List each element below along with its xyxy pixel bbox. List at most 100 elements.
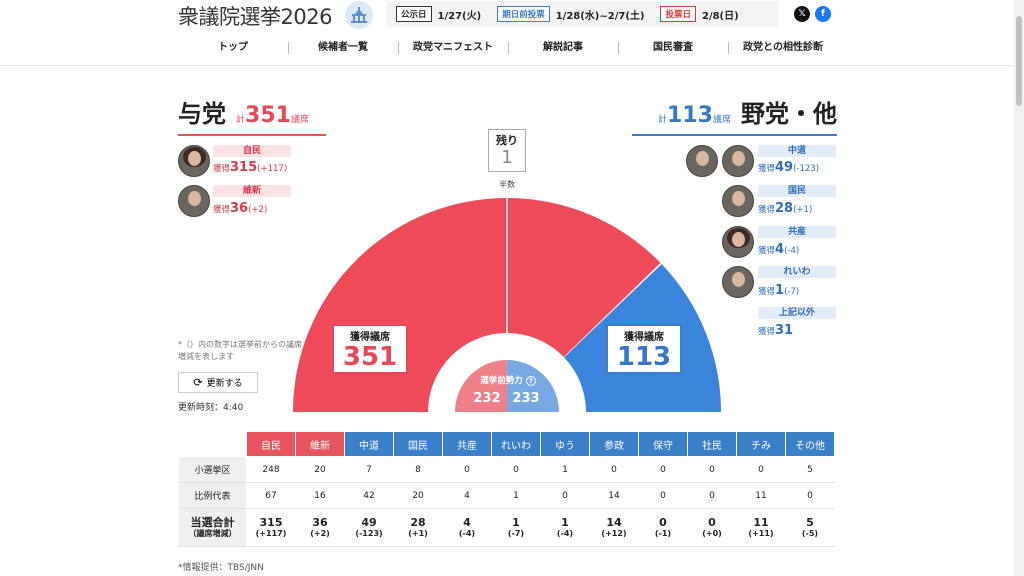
table-cell: 1 <box>491 482 541 509</box>
nav-compatibility[interactable]: 政党との相性診断 <box>728 37 838 59</box>
table-total-cell: 4 (-4) <box>442 508 492 547</box>
party-seats-chudo: 獲得49(-123) <box>758 160 820 175</box>
nav-candidates[interactable]: 候補者一覧 <box>288 37 398 59</box>
table-cell: 0 <box>638 482 688 509</box>
table-cell: 0 <box>736 456 786 483</box>
total-value: 14 <box>606 515 622 529</box>
table-cell: 16 <box>295 482 345 509</box>
scrollbar[interactable] <box>1014 0 1024 576</box>
table-cell: 4 <box>442 482 492 509</box>
nav-manifesto[interactable]: 政党マニフェスト <box>398 37 508 59</box>
nav-articles[interactable]: 解説記事 <box>508 37 618 59</box>
schedule-badge-vote: 投票日 <box>660 6 696 22</box>
help-icon[interactable]: ? <box>525 376 536 386</box>
table-col-header: 共産 <box>442 431 492 457</box>
party-name-kokumin: 国民 <box>758 185 836 197</box>
table-cell: 0 <box>687 456 737 483</box>
diet-building-icon <box>345 1 373 29</box>
table-row: 比例代表 67 16 42 20 4 1 0 14 0 0 11 0 <box>178 482 835 509</box>
table-total-cell: 0 (-1) <box>638 508 688 547</box>
table-total-cell: 14 (+12) <box>589 508 639 547</box>
table-cell: 0 <box>442 456 492 483</box>
facebook-icon[interactable]: f <box>815 6 831 22</box>
election-schedule: 公示日 1/27(火) 期日前投票 1/28(水)~2/7(土) 投票日 2/8… <box>386 1 778 27</box>
table-total-cell: 49 (-123) <box>344 508 394 547</box>
schedule-badge-early-vote: 期日前投票 <box>497 6 550 22</box>
ruling-total-prefix: 計 <box>236 115 246 125</box>
ruling-header: 与党 計 351 議席 <box>178 94 326 136</box>
avatar-kyosan <box>722 226 754 258</box>
table-col-header: 中道 <box>344 431 394 457</box>
table-total-cell: 5 (-5) <box>785 508 835 547</box>
total-change: (-1) <box>654 528 672 538</box>
scrollbar-thumb[interactable] <box>1016 16 1022 106</box>
total-change: (-4) <box>458 528 476 538</box>
table-cell: 0 <box>589 456 639 483</box>
nav-judicial-review[interactable]: 国民審査 <box>618 37 728 59</box>
refresh-button[interactable]: ⟳ 更新する <box>178 372 258 393</box>
party-seats-others: 獲得31 <box>758 323 794 338</box>
table-cell: 8 <box>393 456 443 483</box>
opposition-seat-box-label: 獲得議席 <box>624 332 664 343</box>
table-col-header: 参政 <box>589 431 639 457</box>
party-name-reiwa: れいわ <box>758 266 836 278</box>
party-name-ishin: 維新 <box>213 185 291 197</box>
site-header: 衆議院選挙2026 公示日 1/27(火) 期日前投票 1/28(水)~2/7(… <box>0 0 1014 66</box>
table-total-cell: 11 (+11) <box>736 508 786 547</box>
table-cell: 67 <box>246 482 296 509</box>
opposition-name: 野党・他 <box>741 100 837 128</box>
table-cell: 0 <box>491 456 541 483</box>
table-col-header: 国民 <box>393 431 443 457</box>
schedule-badge-announce: 公示日 <box>396 6 432 22</box>
table-row-label: 小選挙区 <box>178 456 247 483</box>
table-cell: 0 <box>638 456 688 483</box>
table-total-cell: 28 (+1) <box>393 508 443 547</box>
pre-election-ruling-slice <box>455 360 507 412</box>
change-note: *（）内の数字は選挙前からの議席増減を表します <box>178 340 302 361</box>
table-col-header: その他 <box>785 431 835 457</box>
table-col-header: 社民 <box>687 431 737 457</box>
remaining-seats-box: 残り 1 <box>488 129 526 172</box>
table-cell: 0 <box>785 482 835 509</box>
party-seats-kyosan: 獲得4(-4) <box>758 242 800 257</box>
table-total-cell: 315 (+117) <box>246 508 296 547</box>
opposition-seat-box: 獲得議席 113 <box>606 324 682 374</box>
schedule-date-vote: 2/8(日) <box>701 10 739 22</box>
party-seats-kokumin: 獲得28(+1) <box>758 201 813 216</box>
table-cell: 7 <box>344 456 394 483</box>
update-time: 更新時刻：4:40 <box>178 403 244 413</box>
total-value: 0 <box>708 515 716 529</box>
ruling-name: 与党 <box>178 100 226 128</box>
party-name-chudo: 中道 <box>758 145 836 157</box>
table-row: 小選挙区 248 20 7 8 0 0 1 0 0 0 0 5 <box>178 456 835 483</box>
table-col-header: れいわ <box>491 431 541 457</box>
opposition-seat-box-value: 113 <box>616 342 672 372</box>
total-sublabel: （議席増減） <box>188 528 237 538</box>
table-cell: 11 <box>736 482 786 509</box>
table-total-cell: 0 (+0) <box>687 508 737 547</box>
table-col-header: 保守 <box>638 431 688 457</box>
table-cell: 0 <box>540 482 590 509</box>
party-name-jimin: 自民 <box>213 145 291 157</box>
total-change: (-5) <box>801 528 819 538</box>
table-cell: 1 <box>540 456 590 483</box>
site-title[interactable]: 衆議院選挙2026 <box>178 5 332 29</box>
total-value: 11 <box>753 515 769 529</box>
total-value: 0 <box>659 515 667 529</box>
majority-label: 半数 <box>499 180 515 189</box>
pre-election-label: 選挙前勢力 ? <box>473 374 543 386</box>
party-seats-jimin: 獲得315(+117) <box>213 160 288 175</box>
x-icon[interactable]: 𝕏 <box>794 6 810 22</box>
table-col-header: 自民 <box>246 431 296 457</box>
nav-top[interactable]: トップ <box>218 42 248 53</box>
main-nav: トップ 候補者一覧 政党マニフェスト 解説記事 国民審査 政党との相性診断 <box>178 37 838 59</box>
table-total-label: 当選合計 （議席増減） <box>178 508 247 547</box>
table-cell: 20 <box>295 456 345 483</box>
total-change: (-7) <box>507 528 525 538</box>
total-value: 5 <box>806 515 814 529</box>
total-value: 28 <box>410 515 426 529</box>
refresh-icon: ⟳ <box>193 376 203 389</box>
avatar-chudo-1 <box>686 145 718 177</box>
opposition-total-prefix: 計 <box>658 115 668 125</box>
total-value: 4 <box>463 515 471 529</box>
